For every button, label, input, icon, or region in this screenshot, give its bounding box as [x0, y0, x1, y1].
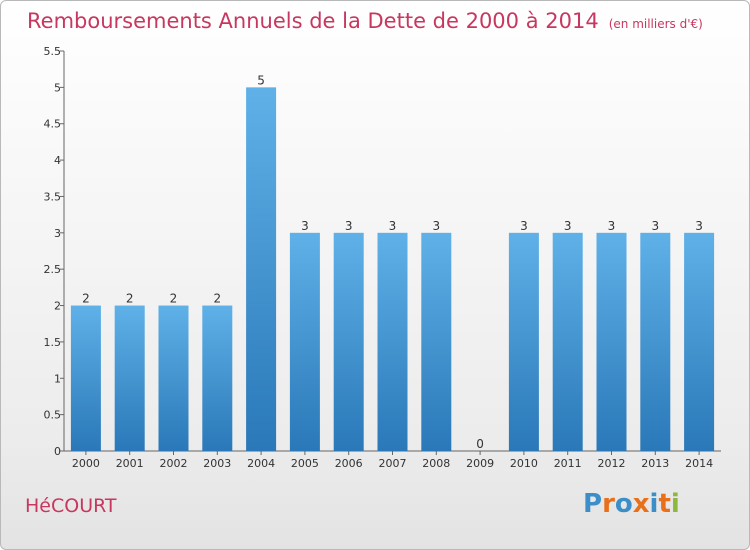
x-tick-label-2008: 2008: [422, 457, 450, 470]
y-tick-label: 4: [54, 154, 61, 167]
data-label-2014: 3: [695, 219, 703, 233]
data-label-2009: 0: [476, 437, 484, 451]
data-label-2010: 3: [520, 219, 528, 233]
x-tick-label-2007: 2007: [379, 457, 407, 470]
x-tick-label-2000: 2000: [72, 457, 100, 470]
x-tick-label-2014: 2014: [685, 457, 713, 470]
x-tick-label-2002: 2002: [160, 457, 188, 470]
x-tick-label-2010: 2010: [510, 457, 538, 470]
x-tick-label-2006: 2006: [335, 457, 363, 470]
bar-2012: [596, 232, 627, 451]
data-label-2008: 3: [432, 219, 440, 233]
y-tick-label: 2.5: [44, 263, 62, 276]
data-label-2012: 3: [608, 219, 616, 233]
logo-letter: x: [632, 489, 650, 519]
chart-title-text: Remboursements Annuels de la Dette de 20…: [27, 9, 599, 33]
bar-2000: [70, 305, 101, 451]
bar-2005: [289, 232, 320, 451]
y-tick-label: 5: [54, 81, 61, 94]
y-tick-label: 3.5: [44, 190, 62, 203]
data-label-2003: 2: [213, 292, 221, 306]
bar-2002: [158, 305, 189, 451]
bar-2014: [684, 232, 715, 451]
y-tick-label: 1.5: [44, 336, 62, 349]
bar-2008: [421, 232, 452, 451]
y-tick-label: 2: [54, 300, 61, 313]
bar-2013: [640, 232, 671, 451]
y-tick-label: 0: [54, 445, 61, 458]
proxiti-logo: Proxiti: [583, 489, 680, 519]
x-tick-label-2001: 2001: [116, 457, 144, 470]
logo-letter: i: [670, 489, 680, 519]
x-tick-label-2011: 2011: [554, 457, 582, 470]
data-label-2006: 3: [345, 219, 353, 233]
y-tick-label: 0.5: [44, 409, 62, 422]
data-label-2002: 2: [170, 292, 178, 306]
bar-2004: [246, 87, 277, 451]
city-name: HéCOURT: [25, 495, 117, 517]
data-label-2007: 3: [389, 219, 397, 233]
x-tick-label-2009: 2009: [466, 457, 494, 470]
logo-letter: P: [583, 489, 603, 519]
y-tick-label: 4.5: [44, 118, 62, 131]
bar-2011: [552, 232, 583, 451]
logo-letter: r: [602, 489, 615, 519]
bar-2003: [202, 305, 233, 451]
data-label-2013: 3: [651, 219, 659, 233]
x-tick-label-2013: 2013: [641, 457, 669, 470]
x-tick-label-2003: 2003: [203, 457, 231, 470]
data-label-2005: 3: [301, 219, 309, 233]
chart-title: Remboursements Annuels de la Dette de 20…: [27, 9, 703, 33]
data-label-2000: 2: [82, 292, 90, 306]
bar-2006: [333, 232, 364, 451]
x-tick-label-2005: 2005: [291, 457, 319, 470]
y-tick-label: 3: [54, 227, 61, 240]
logo-letter: o: [614, 489, 633, 519]
bar-2007: [377, 232, 408, 451]
bar-2001: [114, 305, 145, 451]
data-label-2001: 2: [126, 292, 134, 306]
bar-2010: [508, 232, 539, 451]
y-tick-label: 5.5: [44, 45, 62, 58]
x-tick-label-2012: 2012: [598, 457, 626, 470]
logo-letter: t: [658, 489, 671, 519]
data-label-2011: 3: [564, 219, 572, 233]
y-tick-label: 1: [54, 372, 61, 385]
chart-unit: (en milliers d'€): [608, 17, 703, 31]
logo-letter: i: [649, 489, 659, 519]
data-label-2004: 5: [257, 73, 265, 87]
x-tick-label-2004: 2004: [247, 457, 275, 470]
